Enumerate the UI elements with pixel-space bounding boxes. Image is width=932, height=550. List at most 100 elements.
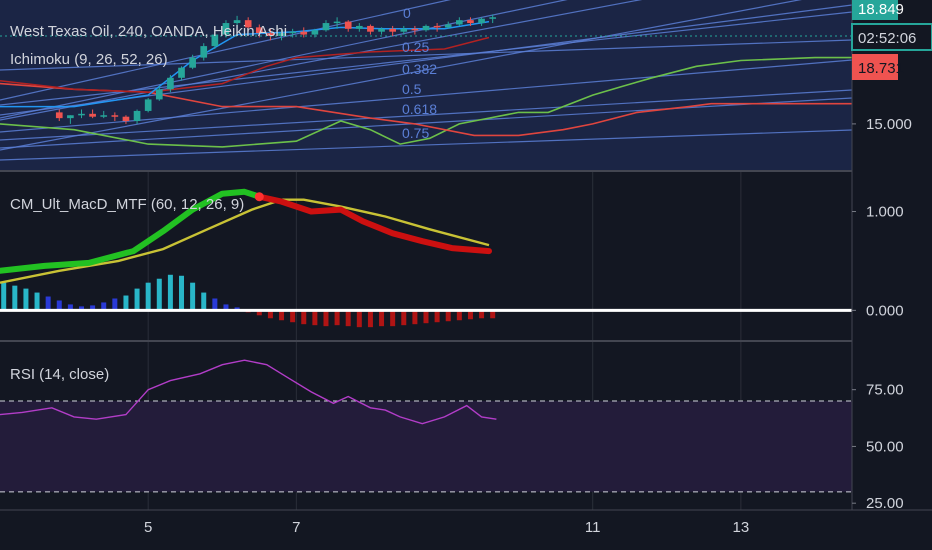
macd-histogram-bar[interactable] [412,310,418,325]
ichimoku-span-a[interactable] [0,56,852,148]
macd-histogram-bar[interactable] [212,298,218,311]
candle-body[interactable] [400,28,408,32]
candle-body[interactable] [355,25,363,29]
macd-histogram-bar[interactable] [267,310,273,319]
candle-body[interactable] [311,30,319,35]
macd-histogram-bar[interactable] [290,310,296,323]
candle-body[interactable] [78,113,85,116]
macd-histogram-bar[interactable] [367,310,373,328]
macd-signal-line[interactable] [0,198,490,284]
candle-body[interactable] [344,21,352,29]
candle-body[interactable] [378,28,385,32]
macd-histogram-bar[interactable] [434,310,440,323]
rsi-pane[interactable] [0,359,852,493]
candle-body[interactable] [222,23,230,35]
macd-histogram-bar[interactable] [112,298,118,311]
candle-body[interactable] [100,115,108,117]
macd-histogram-bar[interactable] [223,304,229,311]
candle-body[interactable] [244,20,252,28]
macd-histogram-bar[interactable] [445,310,451,322]
macd-histogram-bar[interactable] [312,310,318,326]
candle-body[interactable] [144,99,152,111]
macd-histogram-bar[interactable] [323,310,329,327]
candle-body[interactable] [255,27,263,34]
macd-histogram-bar[interactable] [101,302,107,311]
candle-body[interactable] [422,25,430,31]
macd-histogram-bar[interactable] [301,310,307,325]
fibonacci-fan-line[interactable] [0,129,853,161]
macd-histogram-bar[interactable] [78,306,84,311]
candle-body[interactable] [467,20,474,24]
candle-body[interactable] [433,25,441,28]
macd-histogram-bar[interactable] [490,310,496,319]
macd-histogram-bar[interactable] [456,310,462,321]
pane-separators[interactable] [0,0,932,511]
candle-body[interactable] [111,115,119,117]
candle-body[interactable] [200,46,208,58]
macd-histogram-bar[interactable] [179,275,185,311]
macd-histogram-bar[interactable] [1,282,7,311]
macd-histogram-bar[interactable] [56,300,62,311]
macd-histogram-bar[interactable] [167,274,173,311]
fibonacci-fan-line[interactable] [0,0,852,151]
macd-histogram-bar[interactable] [156,278,162,311]
candle-body[interactable] [333,21,341,24]
ichimoku-span-b[interactable] [0,82,852,137]
candle-body[interactable] [67,115,74,119]
candle-body[interactable] [389,28,396,32]
candle-body[interactable] [178,67,185,78]
candle-body[interactable] [167,77,174,90]
macd-histogram-bar[interactable] [467,310,473,320]
macd-histogram-bar[interactable] [479,310,485,319]
macd-histogram-bar[interactable] [145,282,151,311]
macd-histogram-bar[interactable] [345,310,351,327]
macd-line-rising[interactable] [0,188,263,274]
macd-histogram-bar[interactable] [390,310,396,327]
main-price-pane[interactable]: 0 0.25 0.382 0.5 0.618 0.75 [0,0,853,170]
macd-histogram-bar[interactable] [201,292,207,311]
candle-body[interactable] [122,116,130,122]
candle-body[interactable] [478,18,485,24]
candle-body[interactable] [300,31,308,35]
candle-body[interactable] [89,113,96,117]
fibonacci-fan-line[interactable] [0,0,852,121]
fibonacci-fan-line[interactable] [0,97,853,149]
macd-histogram-bar[interactable] [334,310,340,326]
macd-histogram-bar[interactable] [256,310,262,316]
macd-histogram-bar[interactable] [190,282,196,311]
candle-body[interactable] [211,34,219,47]
macd-histogram-bar[interactable] [90,305,96,311]
candle-body[interactable] [267,33,274,37]
fibonacci-fan-line[interactable] [0,89,853,141]
macd-histogram-bar[interactable] [279,310,285,321]
fibonacci-fan-line[interactable] [0,0,852,101]
time-axis[interactable]: 5 7 11 13 [144,519,749,536]
macd-histogram-bar[interactable] [356,310,362,328]
macd-histogram-bar[interactable] [45,296,51,311]
macd-histogram-bar[interactable] [34,292,40,311]
candle-body[interactable] [367,25,374,32]
candle-body[interactable] [55,112,63,119]
candle-body[interactable] [456,20,463,25]
macd-histogram-bar[interactable] [123,295,129,311]
candle-body[interactable] [189,57,196,68]
ichimoku-kijun[interactable] [0,36,490,93]
candle-body[interactable] [322,23,330,31]
macd-histogram-bar[interactable] [134,288,140,311]
fibonacci-fan-line[interactable] [0,11,853,106]
candle-body[interactable] [233,20,241,24]
candle-body[interactable] [444,24,452,28]
macd-line-falling[interactable] [256,193,492,255]
candle-body[interactable] [278,33,285,37]
candle-body[interactable] [411,28,419,31]
macd-histogram-bar[interactable] [379,310,385,327]
macd-histogram-bar[interactable] [401,310,407,326]
macd-histogram-bar[interactable] [423,310,429,324]
fibonacci-fan-line[interactable] [0,59,853,133]
candle-body[interactable] [133,110,141,122]
macd-pane[interactable] [0,188,852,328]
macd-histogram-bar[interactable] [23,288,29,311]
macd-histogram-bar[interactable] [12,285,18,311]
candle-body[interactable] [289,31,296,34]
